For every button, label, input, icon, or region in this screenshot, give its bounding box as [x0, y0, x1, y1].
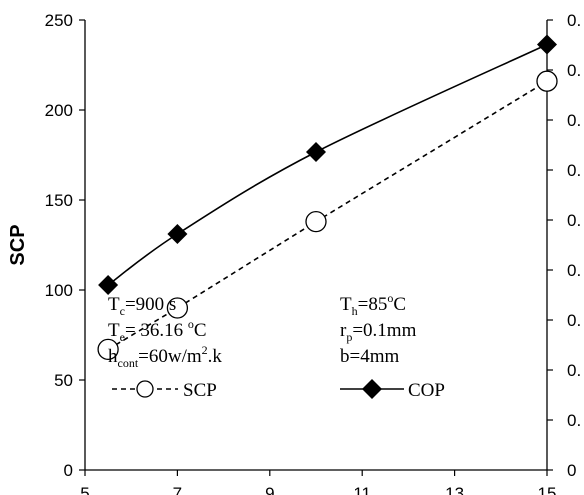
y2-tick-label: 0. — [567, 411, 581, 430]
x-tick-label: 9 — [265, 484, 274, 495]
y2-tick-label: 0. — [567, 61, 581, 80]
y-axis-label: SCP — [7, 224, 29, 265]
legend-cop-label: COP — [408, 380, 445, 401]
annotation-block: Tc=900 s Te= 36.16 oC hcont=60w/m2.k Th=… — [108, 291, 417, 370]
series-cop-point — [98, 275, 119, 295]
annotation-te: Te= 36.16 oC — [108, 317, 207, 344]
y-tick-label: 250 — [45, 11, 73, 30]
y2-tick-label: 0. — [567, 311, 581, 330]
legend-item-cop: COP — [340, 379, 445, 401]
annotation-hcont: hcont=60w/m2.k — [108, 343, 222, 370]
y2-tick-label: 0. — [567, 111, 581, 130]
x-tick-label: 5 — [80, 484, 89, 495]
y-tick-label: 150 — [45, 191, 73, 210]
legend-scp-label: SCP — [183, 380, 217, 401]
y2-tick-label: 0. — [567, 261, 581, 280]
legend: SCP COP — [112, 379, 445, 401]
series-scp-point — [305, 210, 327, 233]
series-scp-point — [536, 70, 558, 92]
annotation-b: b=4mm — [340, 346, 399, 367]
x-tick-label: 15 — [538, 484, 557, 495]
legend-item-scp: SCP — [112, 380, 217, 401]
series-scp-point — [166, 297, 189, 319]
series-scp-line — [107, 80, 548, 351]
series-cop-point — [306, 142, 326, 162]
y-tick-label: 100 — [45, 281, 73, 300]
legend-cop-marker — [362, 379, 382, 399]
x-tick-label: 7 — [173, 484, 182, 495]
y2-tick-label: 0 — [567, 461, 576, 480]
series-cop-point — [167, 224, 188, 244]
y-tick-label: 0 — [64, 461, 73, 480]
series-cop-point — [537, 34, 557, 55]
series-cop-line — [107, 43, 548, 286]
y-tick-label: 200 — [45, 101, 73, 120]
series-scp-point — [97, 338, 119, 361]
plot-frame — [84, 20, 548, 471]
x-tick-label: 11 — [353, 484, 371, 495]
y2-tick-label: 0. — [567, 361, 581, 380]
annotation-tc: Tc=900 s — [108, 294, 176, 318]
series-layer — [97, 34, 558, 361]
x-tick-label: 13 — [445, 484, 464, 495]
y-tick-label: 50 — [54, 371, 73, 390]
annotation-rp: rp=0.1mm — [340, 320, 417, 344]
annotation-th: Th=85oC — [340, 291, 406, 318]
y2-tick-label: 0. — [567, 11, 581, 30]
y2-tick-label: 0. — [567, 211, 581, 230]
legend-scp-marker — [136, 380, 154, 398]
y2-tick-label: 0. — [567, 161, 581, 180]
axis-ticks: 0 50 100 150 200 250 0 0. 0. 0. 0. 0. 0. 0. 0. 0. 5 7 9 11 1… — [45, 11, 582, 495]
